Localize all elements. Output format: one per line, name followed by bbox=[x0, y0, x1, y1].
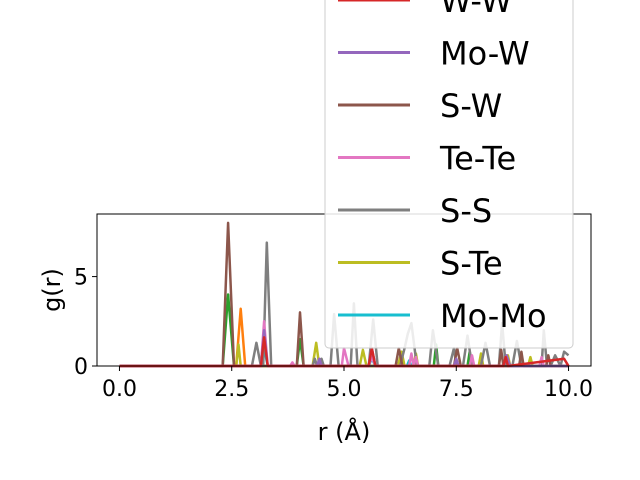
x-ticks: 0.0 2.5 5.0 7.5 10.0 bbox=[102, 366, 593, 402]
y-ticks: 05 bbox=[74, 266, 97, 380]
x-tick-label: 7.5 bbox=[439, 377, 474, 402]
x-tick-label: 2.5 bbox=[214, 377, 249, 402]
legend-label: Mo-Mo bbox=[440, 297, 547, 335]
legend: W-W Mo-W S-W Te-Te S-S S-Te Mo-Mo bbox=[324, 0, 574, 349]
legend-label: S-Te bbox=[440, 245, 503, 283]
y-axis-label: g(r) bbox=[38, 268, 66, 312]
x-axis-label: r (Å) bbox=[318, 417, 371, 446]
y-tick-label: 5 bbox=[74, 266, 88, 291]
legend-box bbox=[324, 0, 574, 349]
y-tick-label: 0 bbox=[74, 355, 88, 380]
x-tick-label: 10.0 bbox=[544, 377, 593, 402]
x-tick-label: 5.0 bbox=[327, 377, 362, 402]
legend-label: Te-Te bbox=[439, 140, 516, 178]
legend-label: W-W bbox=[440, 0, 512, 20]
legend-label: S-S bbox=[440, 192, 492, 230]
x-tick-label: 0.0 bbox=[102, 377, 137, 402]
legend-label: S-W bbox=[440, 87, 502, 125]
legend-label: Mo-W bbox=[440, 35, 530, 73]
